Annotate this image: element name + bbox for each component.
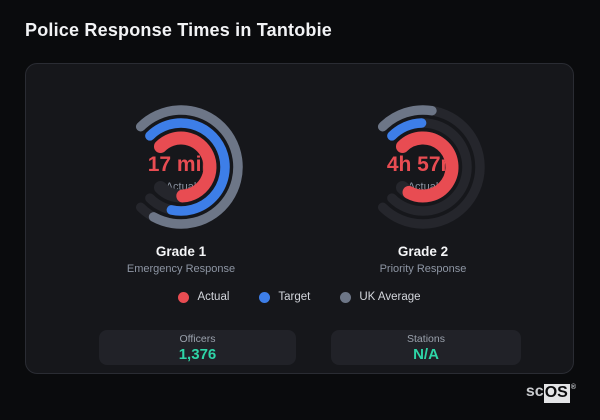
stat-value: N/A	[413, 346, 439, 364]
gauge-grade-1: 17 min Actual Grade 1 Emergency Response	[66, 92, 296, 276]
legend: Actual Target UK Average	[26, 291, 573, 303]
legend-item-actual: Actual	[178, 291, 229, 303]
gauge-title: Grade 2	[397, 244, 449, 259]
stat-value: 1,376	[178, 346, 217, 364]
gauge-subtitle: Emergency Response	[126, 262, 236, 275]
actual-arc	[153, 131, 217, 203]
gauge-title: Grade 1	[155, 244, 207, 259]
gauge-grade-2-chart: 4h 57m Actual	[308, 92, 538, 242]
legend-label: Target	[278, 291, 311, 303]
registered-trademark-icon: ®	[570, 384, 576, 391]
actual-legend-dot	[178, 291, 190, 303]
legend-label: Actual	[197, 291, 230, 303]
gauge-grade-1-chart: 17 min Actual	[66, 92, 296, 242]
target-arc	[387, 118, 427, 141]
target-arc	[145, 118, 230, 216]
response-times-card: 17 min Actual Grade 1 Emergency Response …	[25, 63, 574, 374]
gauge-center-value: 17 min	[148, 153, 215, 176]
uk-average-arc	[135, 105, 243, 229]
page-title: Police Response Times in Tantobie	[25, 20, 333, 40]
scos-logo: sc OS ®	[526, 384, 576, 403]
legend-item-uk-average: UK Average	[340, 291, 421, 303]
officers-stat-box: Officers 1,376	[99, 330, 296, 365]
logo-prefix: sc	[525, 383, 544, 400]
actual-arc	[395, 131, 459, 203]
gauge-center-value: 4h 57m	[387, 153, 459, 176]
legend-label: UK Average	[359, 291, 421, 303]
gauge-grade-2: 4h 57m Actual Grade 2 Priority Response	[308, 92, 538, 276]
stations-stat-box: Stations N/A	[331, 330, 521, 365]
target-legend-dot	[259, 291, 271, 303]
uk-average-arc	[377, 105, 437, 132]
legend-item-target: Target	[259, 291, 310, 303]
stat-label: Stations	[407, 333, 445, 345]
logo-suffix: OS	[543, 384, 570, 403]
stat-label: Officers	[179, 333, 216, 345]
gauge-subtitle: Priority Response	[379, 262, 467, 275]
uk-average-legend-dot	[340, 291, 352, 303]
